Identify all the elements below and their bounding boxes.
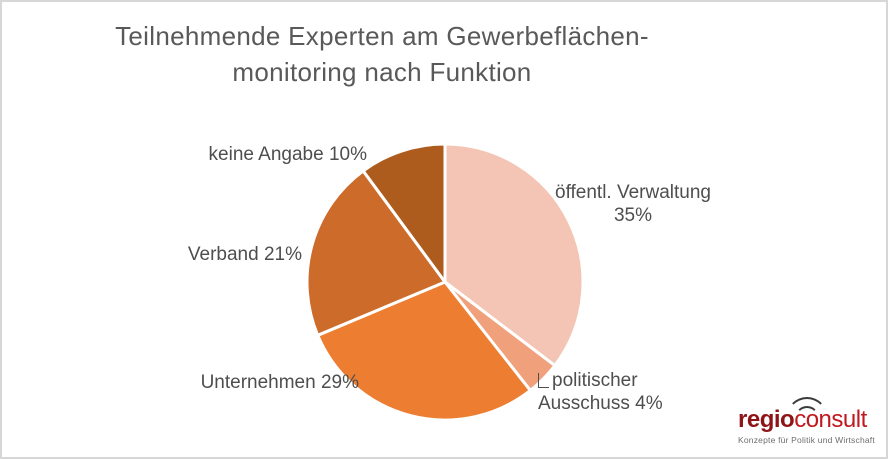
label-politischer-ausschuss-text: politischer Ausschuss 4% — [538, 370, 663, 414]
label-oeffentl-verwaltung: öffentl. Verwaltung 35% — [555, 182, 711, 226]
logo-brand-bold: regio — [738, 406, 795, 433]
label-politischer-ausschuss: politischer Ausschuss 4% — [538, 369, 708, 415]
label-verband: Verband 21% — [187, 244, 302, 265]
pie-slice-keine-angabe — [361, 142, 447, 284]
logo-wordmark: regioconsult — [738, 397, 874, 433]
pie-chart — [305, 142, 585, 422]
pie-slice-öffentl-verwaltung — [443, 142, 585, 368]
logo-tagline: Konzepte für Politik und Wirtschaft — [738, 435, 875, 445]
pie-slice-unternehmen — [316, 280, 532, 422]
regioconsult-logo: regioconsult Konzepte für Politik und Wi… — [738, 397, 875, 445]
pie-slice-verband — [305, 169, 447, 337]
label-unternehmen: Unternehmen 29% — [200, 372, 359, 393]
chart-title: Teilnehmende Experten am Gewerbeflächen-… — [115, 21, 649, 87]
logo-brand-light: consult — [794, 406, 867, 433]
leader-line-icon — [538, 373, 549, 388]
label-keine-angabe: keine Angabe 10% — [208, 144, 367, 165]
